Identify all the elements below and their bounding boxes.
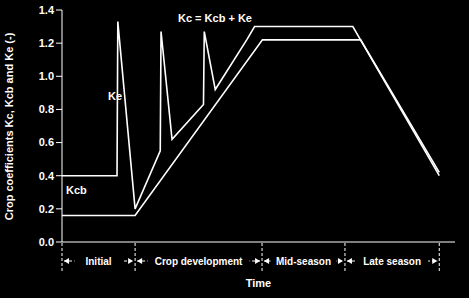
svg-text:Crop development: Crop development <box>155 256 243 267</box>
svg-text:0.0: 0.0 <box>39 236 54 248</box>
svg-text:0.8: 0.8 <box>39 103 54 115</box>
svg-text:Kc = Kcb + Ke: Kc = Kcb + Ke <box>178 12 252 24</box>
svg-text:1.4: 1.4 <box>39 4 55 16</box>
svg-text:Mid-season: Mid-season <box>276 256 331 267</box>
svg-text:0.6: 0.6 <box>39 136 54 148</box>
svg-text:Initial: Initial <box>85 256 111 267</box>
svg-text:1.2: 1.2 <box>39 37 54 49</box>
svg-text:Crop coefficients Kc, Kcb and: Crop coefficients Kc, Kcb and Ke (-) <box>8 32 15 220</box>
svg-text:0.2: 0.2 <box>39 203 54 215</box>
svg-text:Kcb: Kcb <box>66 184 87 196</box>
svg-text:Time: Time <box>246 277 271 289</box>
svg-text:Late season: Late season <box>363 256 421 267</box>
svg-text:0.4: 0.4 <box>39 170 55 182</box>
svg-text:1.0: 1.0 <box>39 70 54 82</box>
svg-text:Ke: Ke <box>108 90 122 102</box>
